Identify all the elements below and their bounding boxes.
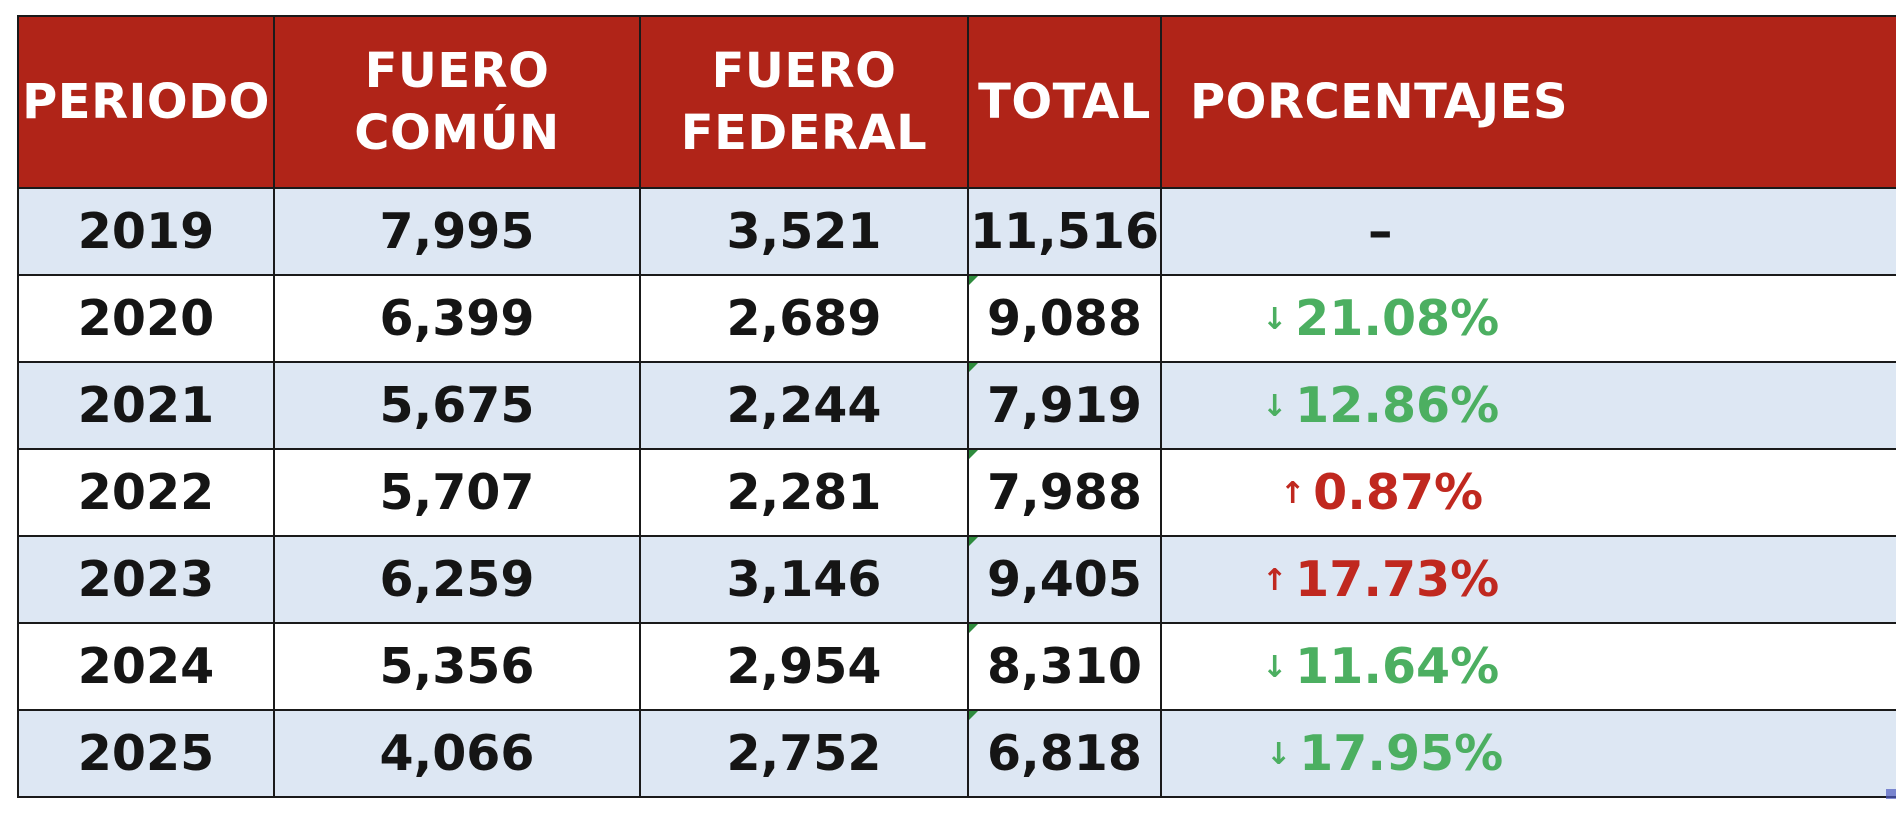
table-row: 2019 7,995 3,521 11,516 –: [17, 187, 1896, 276]
cell-fuero-comun: 6,259: [273, 535, 641, 624]
percent-value: –: [1368, 203, 1393, 260]
header-total: TOTAL: [967, 15, 1162, 189]
table-body: 2019 7,995 3,521 11,516 – 2020 6,399 2,6…: [17, 187, 1896, 798]
cell-fuero-federal: 3,521: [639, 187, 969, 276]
table-row: 2022 5,707 2,281 7,988 ↑ 0.87%: [17, 448, 1896, 537]
cell-periodo: 2019: [17, 187, 275, 276]
cell-marker-icon: [969, 363, 978, 372]
cell-periodo: 2023: [17, 535, 275, 624]
percent-value: 21.08%: [1295, 290, 1500, 347]
cell-porcentaje: ↓ 12.86%: [1160, 361, 1896, 450]
down-arrow-icon: ↓: [1262, 302, 1288, 337]
cell-fuero-comun: 5,356: [273, 622, 641, 711]
cell-fuero-comun: 7,995: [273, 187, 641, 276]
cell-periodo: 2022: [17, 448, 275, 537]
cell-fuero-comun: 4,066: [273, 709, 641, 798]
header-fuero-federal: FUERO FEDERAL: [639, 15, 969, 189]
cell-fuero-federal: 2,244: [639, 361, 969, 450]
cell-marker-icon: [969, 624, 978, 633]
header-fuero-federal-line1: FUERO: [711, 43, 897, 99]
cell-total: 9,088: [967, 274, 1162, 363]
down-arrow-icon: ↓: [1266, 737, 1292, 772]
cell-porcentaje: ↓ 21.08%: [1160, 274, 1896, 363]
cell-total-value: 7,919: [987, 377, 1142, 434]
cell-periodo: 2024: [17, 622, 275, 711]
cell-periodo: 2021: [17, 361, 275, 450]
header-fuero-federal-line2: FEDERAL: [680, 105, 928, 161]
header-periodo: PERIODO: [17, 15, 275, 189]
percent-value: 11.64%: [1295, 638, 1500, 695]
cell-total-value: 9,088: [987, 290, 1142, 347]
cell-marker-icon: [969, 537, 978, 546]
cell-fuero-federal: 2,689: [639, 274, 969, 363]
data-table-container: PERIODO FUERO COMÚN FUERO FEDERAL TOTAL …: [17, 15, 1896, 799]
cell-fuero-comun: 5,707: [273, 448, 641, 537]
cell-marker-icon: [969, 450, 978, 459]
down-arrow-icon: ↓: [1262, 389, 1288, 424]
cell-porcentaje: ↑ 17.73%: [1160, 535, 1896, 624]
percent-value: 12.86%: [1295, 377, 1500, 434]
up-arrow-icon: ↑: [1280, 476, 1306, 511]
table-row: 2023 6,259 3,146 9,405 ↑ 17.73%: [17, 535, 1896, 624]
cell-fuero-federal: 3,146: [639, 535, 969, 624]
cell-fuero-federal: 2,281: [639, 448, 969, 537]
cell-fuero-comun: 5,675: [273, 361, 641, 450]
table-header: PERIODO FUERO COMÚN FUERO FEDERAL TOTAL …: [17, 15, 1896, 189]
cell-total: 7,988: [967, 448, 1162, 537]
cell-porcentaje: ↓ 11.64%: [1160, 622, 1896, 711]
cell-total: 8,310: [967, 622, 1162, 711]
header-porcentajes: PORCENTAJES: [1160, 15, 1896, 189]
down-arrow-icon: ↓: [1262, 650, 1288, 685]
cell-periodo: 2020: [17, 274, 275, 363]
cell-total: 7,919: [967, 361, 1162, 450]
header-row: PERIODO FUERO COMÚN FUERO FEDERAL TOTAL …: [17, 15, 1896, 189]
cell-total: 6,818: [967, 709, 1162, 798]
cell-total-value: 8,310: [987, 638, 1142, 695]
cell-total: 11,516: [967, 187, 1162, 276]
table-row: 2020 6,399 2,689 9,088 ↓ 21.08%: [17, 274, 1896, 363]
cell-porcentaje: –: [1160, 187, 1896, 276]
table-row: 2021 5,675 2,244 7,919 ↓ 12.86%: [17, 361, 1896, 450]
selection-handle-icon: [1886, 789, 1896, 799]
data-table: PERIODO FUERO COMÚN FUERO FEDERAL TOTAL …: [17, 15, 1896, 798]
cell-fuero-federal: 2,752: [639, 709, 969, 798]
table-row: 2024 5,356 2,954 8,310 ↓ 11.64%: [17, 622, 1896, 711]
cell-marker-icon: [969, 276, 978, 285]
cell-total-value: 11,516: [969, 203, 1160, 260]
percent-value: 17.73%: [1295, 551, 1500, 608]
cell-fuero-federal: 2,954: [639, 622, 969, 711]
cell-total-value: 7,988: [987, 464, 1142, 521]
table-row: 2025 4,066 2,752 6,818 ↓ 17.95%: [17, 709, 1896, 798]
cell-fuero-comun: 6,399: [273, 274, 641, 363]
header-fuero-comun: FUERO COMÚN: [273, 15, 641, 189]
cell-periodo: 2025: [17, 709, 275, 798]
cell-total-value: 6,818: [987, 725, 1142, 782]
cell-porcentaje: ↑ 0.87%: [1160, 448, 1896, 537]
percent-value: 0.87%: [1313, 464, 1484, 521]
cell-marker-icon: [969, 711, 978, 720]
percent-value: 17.95%: [1299, 725, 1504, 782]
cell-total-value: 9,405: [987, 551, 1142, 608]
cell-porcentaje: ↓ 17.95%: [1160, 709, 1896, 798]
cell-total: 9,405: [967, 535, 1162, 624]
up-arrow-icon: ↑: [1262, 563, 1288, 598]
